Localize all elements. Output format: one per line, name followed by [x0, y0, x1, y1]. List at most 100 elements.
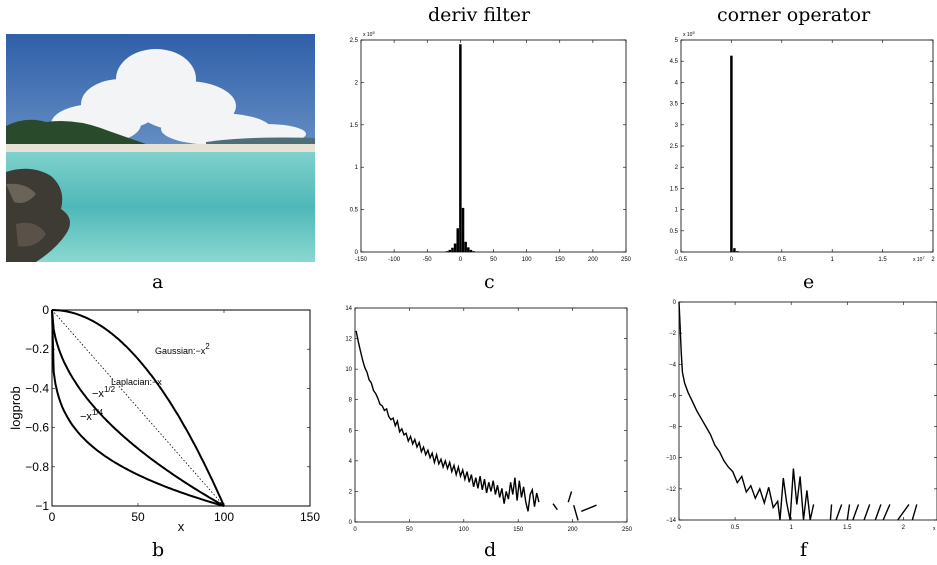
log-histogram-segment — [863, 504, 871, 521]
chart-b-logprob: 0 50 100 150 0 −0.2 −0.4 −0.6 −0.8 −1 Gaussian:−x2… — [8, 303, 320, 534]
y-tick-label: −10 — [666, 456, 677, 462]
histogram-bar — [736, 251, 739, 252]
x-tick-label: 150 — [300, 510, 320, 524]
y-tick-label: 0 — [355, 250, 359, 256]
y-axis-multiplier: x 105 — [363, 30, 375, 38]
x-tick-label: 200 — [588, 257, 599, 263]
y-tick-label: 4 — [349, 459, 353, 465]
x-tick-label: 0.5 — [778, 257, 787, 263]
y-tick-label: 14 — [345, 306, 352, 312]
y-tick-label: 5 — [675, 38, 679, 44]
x-tick-label: 0 — [459, 257, 463, 263]
y-tick-label: 0 — [349, 520, 353, 526]
x-tick-label: 0.5 — [731, 525, 740, 531]
x-tick-label: 2 — [931, 257, 935, 263]
log-histogram-segment — [882, 504, 891, 521]
x-tick-label: -100 — [388, 257, 401, 263]
x-tick-label: 1.5 — [843, 525, 852, 531]
panel-label-e: e — [803, 271, 815, 293]
chart-d-log-histogram: 0 50 100 150 200 250 0 2 4 6 8 10 12 14 — [345, 306, 633, 533]
y-tick-label: −14 — [666, 518, 677, 524]
y-tick-label: −0.2 — [25, 342, 49, 356]
y-tick-label: 3.5 — [670, 102, 679, 108]
multiplier-exponent: 5 — [692, 30, 695, 35]
y-tick-label: 0 — [675, 250, 679, 256]
histogram-bar — [464, 241, 467, 252]
x-tick-label: 200 — [568, 527, 579, 533]
histogram-bar — [730, 55, 733, 252]
x-tick-label: 100 — [214, 510, 234, 524]
y-tick-label: 0.5 — [350, 208, 359, 214]
x-tick-label: 100 — [459, 527, 470, 533]
y-tick-label: −0.6 — [25, 421, 49, 435]
x-tick-label: −0.5 — [675, 257, 688, 263]
x-tick-label: 1 — [790, 525, 794, 531]
y-tick-label: 0 — [673, 300, 677, 306]
x-tick-label: 0 — [49, 510, 56, 524]
x-tick-label: 150 — [555, 257, 566, 263]
panel-label-a: a — [152, 271, 164, 293]
y-tick-label: 3 — [675, 123, 679, 129]
y-tick-label: −8 — [669, 425, 677, 431]
y-tick-label: 0.5 — [670, 229, 679, 235]
log-histogram-segment — [581, 504, 597, 512]
y-tick-label: 2 — [675, 165, 679, 171]
x-tick-label: -150 — [355, 257, 368, 263]
plot-frame — [354, 307, 628, 523]
y-tick-label: −2 — [669, 331, 677, 337]
y-tick-label: −12 — [666, 487, 677, 493]
panel-label-b: b — [152, 539, 165, 561]
chart-c-deriv-histogram: -150 -100 -50 0 50 100 150 200 250 0 0.5 1 1.5 2 2.5 x … — [350, 30, 632, 263]
column-title-corner-operator: corner operator — [717, 4, 871, 26]
x-tick-label: 50 — [131, 510, 145, 524]
log-histogram-segment — [852, 504, 860, 521]
y-tick-label: 1.5 — [350, 123, 359, 129]
y-tick-label: 4.5 — [670, 59, 679, 65]
y-tick-label: −0.4 — [25, 381, 49, 395]
multiplier-exponent: 5 — [372, 30, 375, 35]
y-tick-label: 2 — [349, 489, 353, 495]
log-histogram-segment — [567, 491, 573, 503]
chart-f-log-histogram: 0 0.5 1 1.5 2 0 −2 −4 −6 −8 −10 −12 −14 x 10 — [666, 300, 937, 532]
y-tick-label: −6 — [669, 393, 677, 399]
curve-label-gaussian: Gaussian:−x2 — [155, 342, 210, 356]
x-tick-label: 250 — [622, 527, 633, 533]
log-histogram-segment — [897, 504, 910, 521]
histogram-bar — [456, 228, 459, 252]
x-tick-label: 50 — [406, 527, 413, 533]
y-tick-label: 2 — [355, 80, 359, 86]
histogram-bar — [467, 247, 470, 252]
x-axis-multiplier: x 10 — [933, 526, 937, 532]
curve-sqrt — [51, 309, 225, 507]
log-histogram-segment — [829, 504, 833, 521]
histogram-bar — [453, 243, 457, 252]
histogram-bar — [469, 249, 473, 252]
x-tick-label: 0 — [677, 525, 681, 531]
y-axis-label: logprob — [8, 386, 23, 429]
y-tick-label: 1 — [355, 165, 359, 171]
histogram-bar — [461, 207, 465, 252]
histogram-bar — [472, 251, 475, 252]
y-tick-label: −0.8 — [25, 460, 49, 474]
x-tick-label: 0 — [353, 527, 357, 533]
histogram-bar — [733, 248, 736, 252]
log-histogram-segment — [846, 504, 851, 521]
chart-e-corner-histogram: −0.5 0 0.5 1 1.5 200.511.522.533.544.55x 105x… — [670, 30, 936, 263]
histogram-bar — [459, 44, 462, 253]
y-tick-label: 4 — [675, 80, 679, 86]
curve-laplacian — [51, 309, 225, 507]
x-tick-label: 2 — [902, 525, 906, 531]
x-tick-label: 1.5 — [878, 257, 887, 263]
log-histogram-segment — [552, 503, 558, 511]
x-axis-multiplier: x 107 — [913, 255, 925, 263]
x-tick-label: 100 — [522, 257, 533, 263]
curve-label-superscript: 2 — [205, 342, 210, 351]
log-histogram-segment — [573, 504, 579, 521]
curve-label-superscript: 1/4 — [92, 408, 104, 417]
panel-label-c: c — [484, 271, 495, 293]
log-histogram-segment — [911, 504, 918, 521]
curve-label-superscript: 1/2 — [104, 385, 116, 394]
log-histogram-segment — [874, 504, 882, 521]
log-histogram-line — [355, 330, 540, 512]
x-tick-label: 250 — [621, 257, 632, 263]
